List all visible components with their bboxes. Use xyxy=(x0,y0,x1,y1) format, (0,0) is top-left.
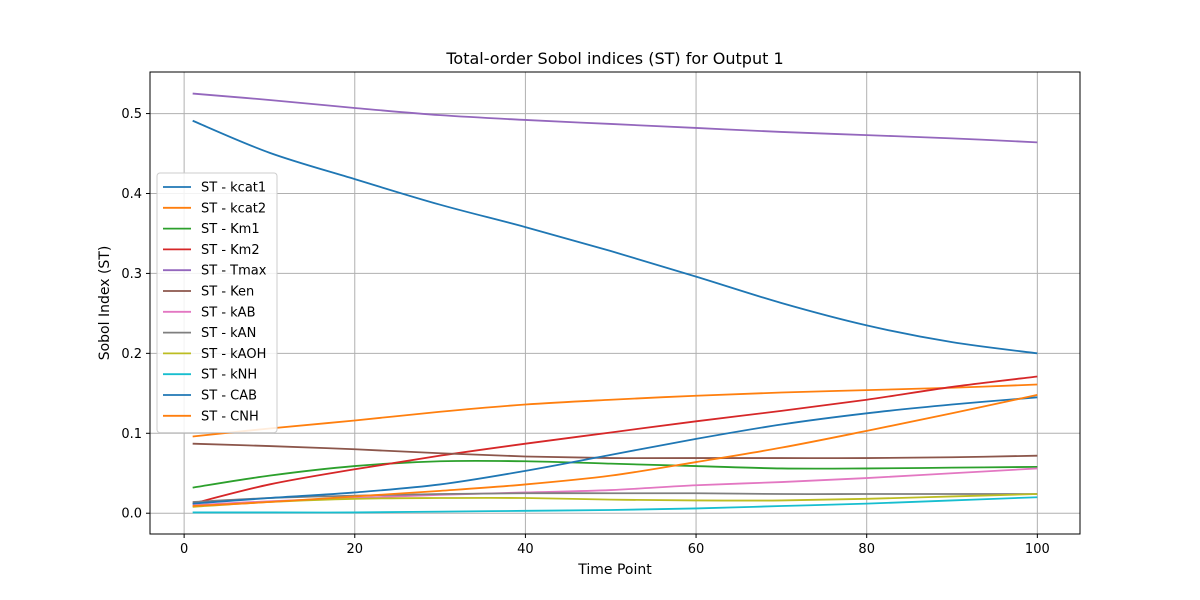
y-tick-label: 0.0 xyxy=(121,507,142,522)
x-tick-label: 100 xyxy=(1025,542,1050,557)
axis-ticks: 0 20 40 60 80 100 0.0 0.1 0.2 0.3 0.4 0.5 xyxy=(121,107,1049,557)
chart-title: Total-order Sobol indices (ST) for Outpu… xyxy=(445,49,783,68)
series-line-st-km2 xyxy=(192,375,1038,505)
x-tick-label: 20 xyxy=(346,542,363,557)
plot-area-frame xyxy=(149,71,1081,535)
y-tick-label: 0.1 xyxy=(121,427,142,442)
legend-label: ST - Ken xyxy=(201,285,254,300)
series-line-st-ken xyxy=(192,442,1038,460)
y-tick-label: 0.3 xyxy=(121,267,142,282)
series-line-st-km1 xyxy=(192,459,1038,489)
grid-lines xyxy=(150,72,1080,534)
y-axis-title: Sobol Index (ST) xyxy=(97,246,113,361)
legend-label: ST - Km2 xyxy=(201,243,260,258)
legend-label: ST - Km1 xyxy=(201,222,260,237)
series-line-st-kcat1 xyxy=(192,119,1038,355)
y-tick-label: 0.5 xyxy=(121,107,142,122)
legend: ST - kcat1 ST - kcat2 ST - Km1 ST - Km2 ST -… xyxy=(156,172,278,434)
legend-label: ST - kAOH xyxy=(201,347,266,362)
x-tick-label: 0 xyxy=(180,542,188,557)
legend-label: ST - kcat1 xyxy=(201,181,266,196)
series-line-st-tmax xyxy=(192,92,1038,144)
legend-label: ST - kAB xyxy=(201,305,256,320)
legend-label: ST - kcat2 xyxy=(201,201,266,216)
x-axis-title: Time Point xyxy=(577,562,652,578)
series-line-st-kan xyxy=(192,492,1038,503)
legend-label: ST - CNH xyxy=(201,409,259,424)
series-line-st-cab xyxy=(192,396,1038,505)
x-tick-label: 40 xyxy=(517,542,534,557)
y-tick-label: 0.4 xyxy=(121,187,142,202)
series-line-st-knh xyxy=(192,496,1038,514)
legend-label: ST - kNH xyxy=(201,368,257,383)
series-lines xyxy=(192,92,1038,514)
series-line-st-cnh xyxy=(192,394,1038,507)
x-tick-label: 80 xyxy=(858,542,875,557)
legend-label: ST - kAN xyxy=(201,326,256,341)
series-line-st-kcat2 xyxy=(192,383,1038,438)
x-tick-label: 60 xyxy=(688,542,705,557)
legend-label: ST - Tmax xyxy=(201,264,267,279)
legend-label: ST - CAB xyxy=(201,389,257,404)
series-line-st-kaoh xyxy=(192,493,1038,508)
legend-box xyxy=(156,172,278,434)
y-tick-label: 0.2 xyxy=(121,347,142,362)
